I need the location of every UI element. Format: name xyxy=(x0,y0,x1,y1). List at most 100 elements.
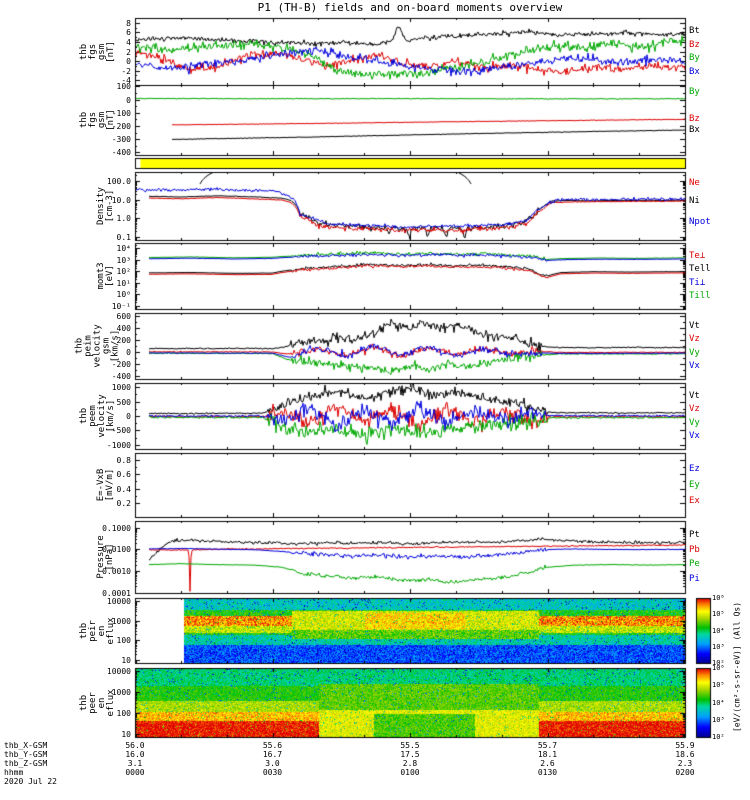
ytick-fgm-full: 0 xyxy=(126,95,131,105)
legend-Pi: Pi xyxy=(689,573,700,584)
ytick-ion-velocity: 400 xyxy=(116,324,131,333)
axis-value: 16.0 xyxy=(125,750,145,759)
colorbar-tick: 10³ xyxy=(712,642,725,651)
ytick-temperature: 10⁰ xyxy=(116,290,131,300)
ytick-electron-spectrogram: 10000 xyxy=(106,667,131,677)
ytick-density: 10.0 xyxy=(111,195,131,205)
axis-row-header-thb_Y-GSM: thb_Y-GSM xyxy=(4,750,48,759)
colorbar-tick: 10² xyxy=(712,659,725,667)
ytick-fgm-zoom: -4 xyxy=(121,76,131,86)
legend-Ey: Ey xyxy=(689,480,700,490)
colorbar-tick: 10⁵ xyxy=(712,681,725,690)
legend-Bz: Bz xyxy=(689,39,700,50)
axis-row-header-thb_Z-GSM: thb_Z-GSM xyxy=(4,759,48,768)
ytick-ion-velocity: -400 xyxy=(111,372,131,381)
legend-Npot: Npot xyxy=(689,216,711,227)
axis-value: 16.7 xyxy=(262,750,283,759)
ytick-electron-velocity: -500 xyxy=(111,426,131,436)
ytick-temperature: 10³ xyxy=(116,255,131,265)
axis-value: 55.9 xyxy=(675,741,695,750)
ytick-pressure: 0.1000 xyxy=(102,523,131,533)
axis-value: 3.0 xyxy=(265,759,280,768)
legend-Vz: Vz xyxy=(689,404,700,415)
legend-Vx: Vx xyxy=(689,430,700,441)
ytick-fgm-full: -100 xyxy=(111,108,131,118)
legend-Till: Till xyxy=(689,290,711,301)
ytick-pressure: 0.0001 xyxy=(102,589,131,598)
axis-row-header-thb_X-GSM: thb_X-GSM xyxy=(4,741,48,750)
legend-Tell: Tell xyxy=(689,264,711,275)
ytick-electron-spectrogram: 100 xyxy=(116,708,131,718)
axis-value: 0200 xyxy=(675,768,695,777)
axis-value: 55.6 xyxy=(262,741,283,750)
legend-By: By xyxy=(689,87,700,97)
ytick-electron-spectrogram: 1000 xyxy=(111,687,131,697)
legend-Ex: Ex xyxy=(689,496,700,506)
legend-Bx: Bx xyxy=(689,66,700,77)
legend-Vx: Vx xyxy=(689,360,700,371)
ytick-fgm-zoom: 6 xyxy=(126,28,131,38)
axis-value: 55.7 xyxy=(537,741,558,750)
colorbar-tick: 10⁴ xyxy=(712,626,725,635)
colorbar-tick: 10⁵ xyxy=(712,610,725,619)
ytick-fgm-zoom: 8 xyxy=(126,18,131,28)
ytick-fgm-full: -400 xyxy=(111,148,131,158)
legend-Vz: Vz xyxy=(689,334,700,345)
legend-Bt: Bt xyxy=(689,26,700,37)
axis-value: 0000 xyxy=(125,768,145,777)
axis-value: 18.6 xyxy=(675,750,695,759)
ytick-electron-velocity: -1000 xyxy=(106,440,131,450)
axis-value: 0030 xyxy=(262,768,283,777)
ytick-temperature: 10⁴ xyxy=(116,244,131,254)
axis-value: 0130 xyxy=(537,768,558,777)
date-label: 2020 Jul 22 xyxy=(4,777,57,786)
ytick-fgm-zoom: -2 xyxy=(121,66,131,76)
ytick-ion-velocity: 600 xyxy=(116,312,131,321)
ytick-ion-velocity: -200 xyxy=(111,360,131,369)
legend-Vy: Vy xyxy=(689,417,700,428)
ytick-electron-velocity: 500 xyxy=(116,397,131,407)
axis-row-header-hhmm: hhmm xyxy=(4,768,24,777)
ytick-fgm-zoom: 2 xyxy=(126,47,131,57)
legend-Ez: Ez xyxy=(689,464,700,474)
ytick-ion-spectrogram: 10000 xyxy=(106,596,131,606)
colorbar-title: [eV/(cm²-s-sr-eV)] (All Qs) xyxy=(732,601,742,733)
colorbar-tick: 10³ xyxy=(712,715,725,724)
ytick-fgm-zoom: 4 xyxy=(126,37,131,47)
legend-Ti⊥: Ti⊥ xyxy=(689,277,706,288)
ytick-ion-velocity: 0 xyxy=(126,348,131,357)
plot-title: P1 (TH-B) fields and on-board moments ov… xyxy=(257,1,563,14)
ytick-electron-spectrogram: 10 xyxy=(121,729,131,739)
axis-value: 56.0 xyxy=(125,741,145,750)
colorbar-tick: 10⁴ xyxy=(712,698,725,707)
axis-value: 2.3 xyxy=(677,759,693,768)
ytick-temperature: 10² xyxy=(116,267,131,277)
ytick-density: 100.0 xyxy=(106,176,131,186)
axis-value: 3.1 xyxy=(127,759,143,768)
legend-By: By xyxy=(689,53,700,64)
ytick-pressure: 0.0010 xyxy=(102,567,131,577)
axis-value: 18.1 xyxy=(537,750,558,759)
axis-value: 2.8 xyxy=(402,759,418,768)
ytick-density: 1.0 xyxy=(116,214,131,224)
axis-value: 2.6 xyxy=(540,759,555,768)
ytick-fgm-full: 100 xyxy=(116,82,131,92)
ytick-ion-spectrogram: 1000 xyxy=(111,616,131,626)
legend-Vy: Vy xyxy=(689,347,700,358)
axis-value: 55.5 xyxy=(400,741,420,750)
ytick-efield: 0.6 xyxy=(116,470,131,480)
ytick-temperature: 10⁻¹ xyxy=(111,301,131,311)
ytick-efield: 0.4 xyxy=(116,484,131,494)
legend-Bz: Bz xyxy=(689,114,700,125)
axis-value: 17.5 xyxy=(400,750,420,759)
ytick-efield: 0.2 xyxy=(116,498,131,508)
ytick-density: 0.1 xyxy=(116,233,131,243)
legend-Vt: Vt xyxy=(689,321,700,332)
ytick-fgm-full: -200 xyxy=(111,121,131,131)
legend-Pb: Pb xyxy=(689,544,700,555)
ytick-fgm-full: -300 xyxy=(111,135,131,145)
ytick-electron-velocity: 0 xyxy=(126,412,131,421)
